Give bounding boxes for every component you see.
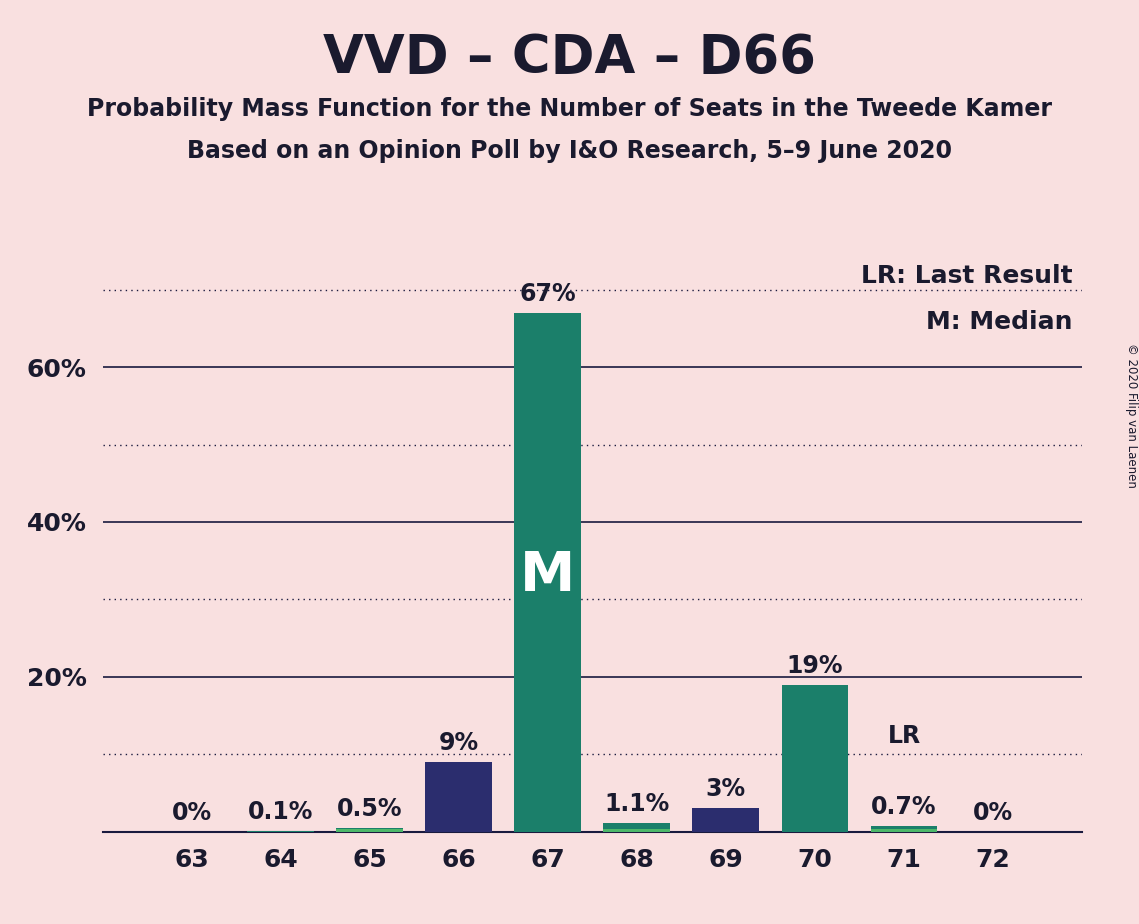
Text: 0.1%: 0.1% <box>248 800 313 824</box>
Text: 0.7%: 0.7% <box>871 796 936 820</box>
Text: 67%: 67% <box>519 282 576 306</box>
Bar <box>425 762 492 832</box>
Text: VVD – CDA – D66: VVD – CDA – D66 <box>323 32 816 84</box>
Bar <box>336 828 403 832</box>
Text: © 2020 Filip van Laenen: © 2020 Filip van Laenen <box>1124 344 1138 488</box>
Text: 1.1%: 1.1% <box>604 792 670 816</box>
Text: 19%: 19% <box>787 653 843 677</box>
Text: Based on an Opinion Poll by I&O Research, 5–9 June 2020: Based on an Opinion Poll by I&O Research… <box>187 139 952 163</box>
Text: 0.5%: 0.5% <box>337 796 402 821</box>
Text: LR: LR <box>887 724 920 748</box>
Bar <box>336 829 403 832</box>
Bar <box>604 823 670 832</box>
Text: 0%: 0% <box>172 800 212 824</box>
Text: 3%: 3% <box>706 777 746 801</box>
Bar <box>515 313 581 832</box>
Text: Probability Mass Function for the Number of Seats in the Tweede Kamer: Probability Mass Function for the Number… <box>87 97 1052 121</box>
Bar <box>604 829 670 832</box>
Text: 9%: 9% <box>439 731 478 755</box>
Text: 0%: 0% <box>973 800 1013 824</box>
Text: LR: Last Result: LR: Last Result <box>861 264 1072 288</box>
Bar <box>870 829 937 832</box>
Bar <box>693 808 760 832</box>
Bar <box>781 685 849 832</box>
Text: M: M <box>521 549 575 603</box>
Text: M: Median: M: Median <box>926 310 1072 334</box>
Bar <box>870 826 937 832</box>
